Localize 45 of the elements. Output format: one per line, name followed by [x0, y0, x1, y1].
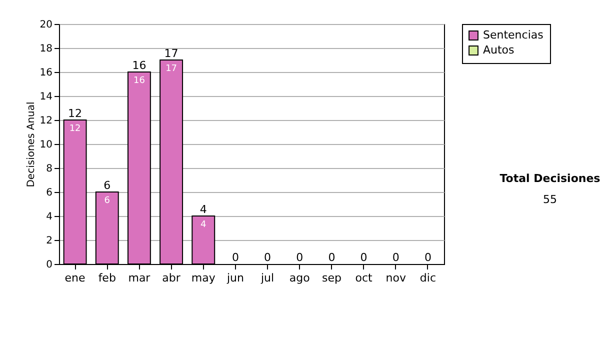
data-label: 4 [200, 220, 207, 230]
x-tick-label: jun [226, 272, 244, 284]
x-tick-label: nov [386, 272, 406, 284]
total-label: 0 [392, 251, 400, 264]
x-tick-label: feb [98, 272, 116, 284]
x-tick-label: dic [420, 272, 436, 284]
x-tick-label: sep [322, 272, 342, 284]
text: 55 [542, 193, 558, 206]
x-tick-label: ago [289, 272, 310, 284]
y-tick-label: 16 [40, 68, 52, 78]
legend-label: Autos [483, 44, 515, 56]
total-label: 0 [296, 251, 304, 264]
total-label: 0 [360, 251, 368, 264]
x-tick-label: jul [260, 272, 274, 284]
total-label: 4 [200, 203, 207, 216]
y-tick-label: 0 [46, 260, 52, 270]
y-tick-label: 14 [40, 92, 52, 102]
y-tick-label: 10 [40, 140, 52, 150]
total-label: 0 [264, 251, 272, 264]
y-tick-label: 20 [40, 20, 52, 30]
legend-label: Sentencias [483, 28, 544, 42]
text: Total Decisiones [498, 172, 600, 185]
y-tick-label: 6 [46, 188, 52, 198]
y-tick-label: 12 [40, 116, 52, 126]
data-label: 16 [133, 76, 146, 86]
x-tick-label: ene [64, 272, 86, 284]
x-tick-label: abr [162, 272, 181, 284]
y-tick-label: 18 [40, 44, 52, 54]
y-tick-label: 4 [46, 212, 52, 222]
x-tick-label: oct [355, 272, 374, 284]
total-label: 16 [132, 59, 146, 72]
total-label: 0 [424, 251, 432, 264]
y-axis-title: Decisiones Anual [26, 102, 37, 188]
total-label: 0 [328, 251, 336, 264]
y-tick-label: 8 [46, 164, 52, 174]
x-tick-label: mar [128, 272, 151, 284]
y-tick-label: 2 [46, 236, 52, 246]
total-label: 6 [104, 179, 111, 192]
total-label: 17 [164, 47, 178, 60]
total-label: 0 [232, 251, 239, 264]
data-label: 12 [69, 124, 81, 134]
data-label: 6 [104, 196, 110, 206]
data-label: 17 [166, 64, 178, 74]
x-tick-label: may [191, 272, 216, 284]
total-label: 12 [68, 107, 82, 120]
